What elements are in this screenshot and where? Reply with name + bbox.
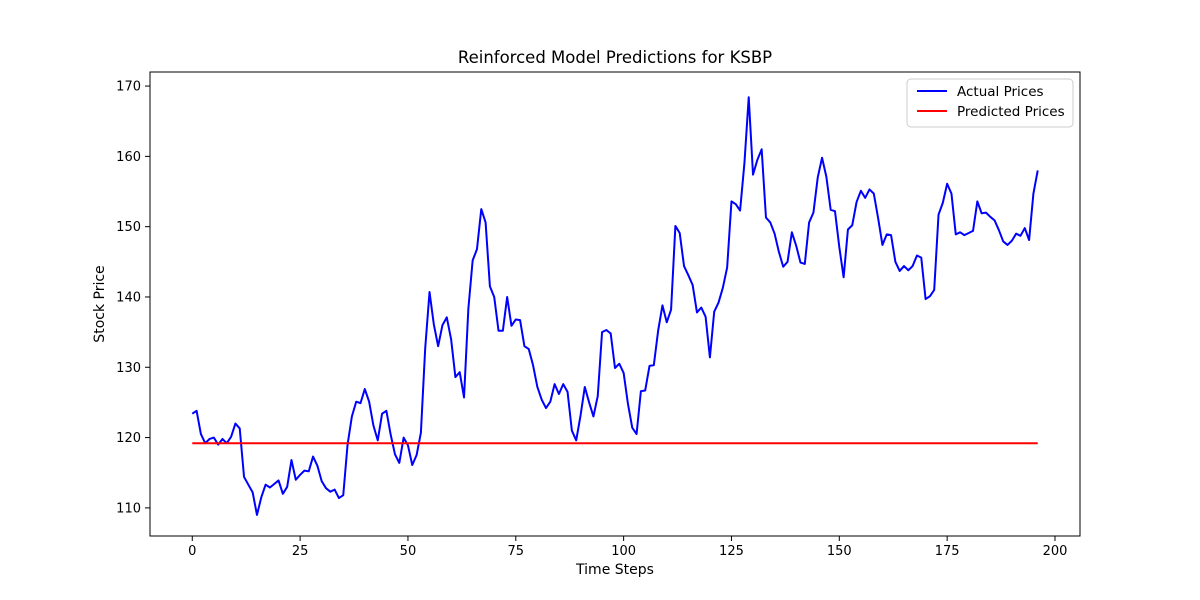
x-axis-ticks: 0 25 50 75 100 125 150 175 200	[188, 536, 1067, 559]
y-tick-label: 170	[116, 80, 141, 95]
y-axis-ticks: 110 120 130 140 150 160 170	[116, 80, 150, 516]
y-tick-label: 130	[116, 361, 141, 376]
y-axis-title: Stock Price	[92, 265, 108, 342]
y-tick-label: 120	[116, 431, 141, 446]
x-tick-label: 125	[719, 544, 744, 559]
legend-label-actual-prices: Actual Prices	[957, 84, 1044, 100]
y-tick-label: 140	[116, 290, 141, 305]
series-line-actual-prices	[191, 96, 1039, 516]
plot-frame	[149, 71, 1081, 537]
x-tick-label: 100	[611, 544, 636, 559]
legend: Actual Prices Predicted Prices	[906, 78, 1074, 128]
plot-lines	[191, 96, 1039, 516]
x-tick-label: 25	[292, 544, 309, 559]
y-tick-label: 160	[116, 150, 141, 165]
y-tick-label: 150	[116, 220, 141, 235]
chart-title: Reinforced Model Predictions for KSBP	[458, 48, 772, 67]
x-tick-label: 75	[508, 544, 525, 559]
legend-box	[906, 78, 1074, 128]
legend-label-predicted-prices: Predicted Prices	[957, 104, 1065, 120]
x-tick-label: 200	[1043, 544, 1068, 559]
x-tick-label: 50	[400, 544, 417, 559]
x-tick-label: 150	[827, 544, 852, 559]
x-tick-label: 0	[188, 544, 196, 559]
x-axis-title: Time Steps	[575, 562, 654, 578]
x-tick-label: 175	[935, 544, 960, 559]
y-tick-label: 110	[116, 501, 141, 516]
